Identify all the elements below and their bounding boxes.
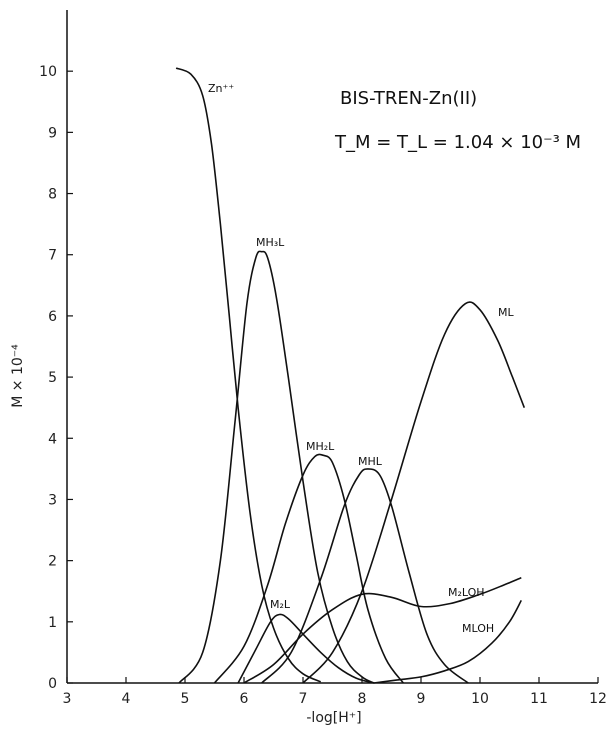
- chart-subtitle: T_M = T_L = 1.04 × 10⁻³ M: [334, 132, 581, 153]
- series-label: M₂L: [270, 598, 291, 611]
- series-label: MH₃L: [256, 236, 285, 249]
- x-tick-label: 9: [417, 691, 426, 707]
- series-line-0: [175, 67, 322, 683]
- y-tick-label: 3: [48, 492, 57, 508]
- x-tick-label: 8: [358, 691, 367, 707]
- x-tick-label: 4: [122, 691, 131, 707]
- x-tick-label: 10: [471, 691, 489, 707]
- x-tick-label: 7: [299, 691, 308, 707]
- chart-title: BIS-TREN-Zn(II): [340, 88, 477, 109]
- series-line-5: [237, 613, 375, 684]
- y-tick-label: 1: [48, 615, 57, 631]
- y-tick-label: 5: [48, 370, 57, 386]
- series-label: MHL: [358, 455, 383, 468]
- y-tick-label: 7: [48, 248, 57, 264]
- x-tick-label: 5: [181, 691, 190, 707]
- y-axis-ticks: 0 1 2 3 4 5 6 7 8 9 10: [39, 64, 73, 692]
- y-axis-label: M × 10⁻⁴: [10, 344, 26, 408]
- y-tick-label: 6: [48, 309, 57, 325]
- series-label: MLOH: [462, 622, 494, 635]
- series-lines: [175, 67, 526, 684]
- x-axis-ticks: 3 4 5 6 7 8 9 10 11 12: [63, 677, 607, 707]
- y-tick-label: 8: [48, 187, 57, 203]
- series-label: MH₂L: [306, 440, 335, 453]
- x-axis-label: -log[H⁺]: [306, 710, 361, 726]
- y-tick-label: 2: [48, 554, 57, 570]
- series-line-3: [261, 468, 469, 684]
- x-tick-label: 6: [240, 691, 249, 707]
- series-line-4: [302, 301, 526, 684]
- y-tick-label: 10: [39, 64, 57, 80]
- y-tick-label: 0: [48, 676, 57, 692]
- axes: [66, 10, 598, 684]
- series-line-6: [243, 577, 522, 684]
- series-label: Zn⁺⁺: [208, 82, 234, 95]
- x-tick-label: 12: [589, 691, 607, 707]
- x-tick-label: 11: [530, 691, 548, 707]
- x-tick-label: 3: [63, 691, 72, 707]
- series-line-2: [213, 453, 404, 684]
- series-label: ML: [498, 306, 514, 319]
- series-line-7: [373, 600, 523, 684]
- y-tick-label: 9: [48, 125, 57, 141]
- series-line-1: [178, 250, 375, 684]
- series-labels: Zn⁺⁺ MH₃L MH₂L MHL ML M₂L M₂LOH MLOH: [208, 82, 514, 635]
- series-label: M₂LOH: [448, 586, 485, 599]
- y-tick-label: 4: [48, 431, 57, 447]
